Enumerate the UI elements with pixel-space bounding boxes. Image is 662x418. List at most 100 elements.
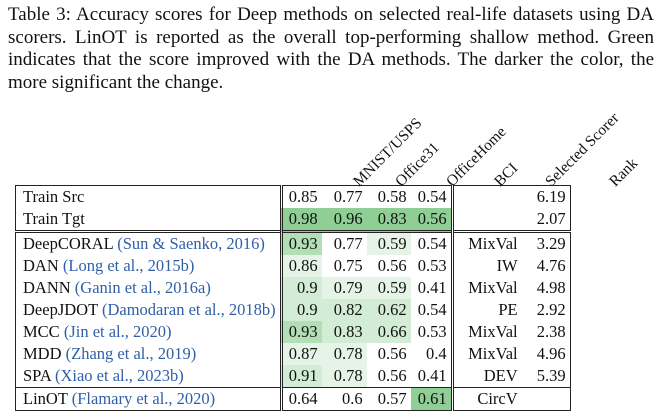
rank-cell: 2.92 bbox=[521, 299, 571, 321]
score-cell: 0.56 bbox=[377, 366, 407, 385]
method-cell: SPA (Xiao et al., 2023b) bbox=[15, 365, 283, 388]
score-cell: 0.59 bbox=[366, 277, 411, 299]
score-cell: 0.77 bbox=[321, 185, 367, 208]
score-cell: 0.41 bbox=[410, 277, 454, 299]
method-cell: DeepJDOT (Damodaran et al., 2018b) bbox=[15, 299, 283, 321]
score-cell: 0.56 bbox=[377, 344, 407, 363]
score-cell: 0.83 bbox=[366, 208, 411, 232]
score-cell: 0.59 bbox=[366, 230, 411, 255]
score-cell: 0.57 bbox=[366, 387, 411, 411]
score-cell: 0.77 bbox=[321, 230, 367, 255]
method-cell: DeepCORAL (Sun & Saenko, 2016) bbox=[15, 230, 283, 255]
scorer-cell: CircV bbox=[452, 387, 522, 411]
scorer-cell: MixVal bbox=[468, 322, 518, 341]
score-cell: 0.78 bbox=[321, 365, 367, 388]
score-cell: 0.4 bbox=[410, 343, 454, 365]
score-cell: 0.96 bbox=[321, 208, 367, 232]
method-cell: MCC (Jin et al., 2020) bbox=[15, 321, 283, 343]
method-citation: (Damodaran et al., 2018b) bbox=[101, 300, 276, 319]
method-citation: (Xiao et al., 2023b) bbox=[54, 366, 184, 385]
method-cell: LinOT (Flamary et al., 2020) bbox=[15, 387, 283, 411]
results-table-wrap: Train Src 0.85 0.77 0.58 0.54 6.19 Train Tgt 0.… bbox=[15, 185, 571, 411]
score-cell: 0.56 bbox=[410, 208, 454, 232]
method-citation: (Long et al., 2015b) bbox=[62, 256, 195, 275]
method-cell: Train Src bbox=[15, 185, 283, 208]
method-citation: (Jin et al., 2020) bbox=[63, 322, 172, 341]
table-row: Train Tgt 0.98 0.96 0.83 0.56 2.07 bbox=[15, 208, 571, 232]
method-name: Train Tgt bbox=[23, 209, 85, 228]
table-row: MDD (Zhang et al., 2019) 0.87 0.78 0.56 0.4 M… bbox=[15, 343, 571, 365]
method-citation: (Flamary et al., 2020) bbox=[71, 389, 216, 408]
score-cell: 0.54 bbox=[410, 230, 454, 255]
rank-cell: 3.29 bbox=[521, 230, 571, 255]
rank-cell: 4.76 bbox=[521, 255, 571, 277]
score-cell: 0.9 bbox=[281, 299, 322, 321]
score-cell: 0.56 bbox=[377, 256, 407, 275]
method-name: DANN bbox=[23, 278, 71, 297]
method-name: LinOT bbox=[23, 389, 68, 408]
score-cell: 0.79 bbox=[321, 277, 367, 299]
results-table: Train Src 0.85 0.77 0.58 0.54 6.19 Train Tgt 0.… bbox=[15, 185, 571, 411]
table-row: Train Src 0.85 0.77 0.58 0.54 6.19 bbox=[15, 185, 571, 208]
score-cell: 0.9 bbox=[281, 277, 322, 299]
table-row: DANN (Ganin et al., 2016a) 0.9 0.79 0.59 0.4… bbox=[15, 277, 571, 299]
score-cell: 0.58 bbox=[366, 185, 411, 208]
score-cell: 0.53 bbox=[410, 321, 454, 343]
score-cell: 0.78 bbox=[321, 343, 367, 365]
scorer-cell: MixVal bbox=[468, 278, 518, 297]
score-cell: 0.91 bbox=[281, 365, 322, 388]
method-name: SPA bbox=[23, 366, 51, 385]
method-cell: MDD (Zhang et al., 2019) bbox=[15, 343, 283, 365]
score-cell: 0.6 bbox=[321, 387, 367, 411]
score-cell: 0.82 bbox=[321, 299, 367, 321]
table-row: DeepCORAL (Sun & Saenko, 2016) 0.93 0.77 0.… bbox=[15, 230, 571, 255]
score-cell: 0.75 bbox=[333, 256, 363, 275]
method-cell: DANN (Ganin et al., 2016a) bbox=[15, 277, 283, 299]
rank-cell bbox=[521, 387, 571, 411]
score-cell: 0.98 bbox=[281, 208, 322, 232]
score-cell: 0.62 bbox=[366, 299, 411, 321]
scorer-cell: MixVal bbox=[468, 344, 518, 363]
score-cell: 0.61 bbox=[410, 387, 454, 411]
score-cell: 0.93 bbox=[281, 321, 322, 343]
score-cell: 0.87 bbox=[281, 343, 322, 365]
method-name: MDD bbox=[23, 344, 62, 363]
table-row: DAN (Long et al., 2015b) 0.86 0.75 0.56 0.53… bbox=[15, 255, 571, 277]
scorer-cell: PE bbox=[498, 300, 518, 319]
score-cell: 0.83 bbox=[321, 321, 367, 343]
method-citation: (Ganin et al., 2016a) bbox=[74, 278, 211, 297]
method-citation: (Sun & Saenko, 2016) bbox=[117, 234, 265, 253]
method-name: Train Src bbox=[23, 187, 85, 206]
method-citation: (Zhang et al., 2019) bbox=[65, 344, 197, 363]
scorer-cell bbox=[452, 208, 522, 232]
rank-cell: 4.98 bbox=[521, 277, 571, 299]
score-cell: 0.64 bbox=[281, 387, 322, 411]
score-cell: 0.41 bbox=[410, 365, 454, 388]
score-cell: 0.54 bbox=[410, 185, 454, 208]
rank-cell: 2.38 bbox=[521, 321, 571, 343]
rank-cell: 5.39 bbox=[521, 365, 571, 388]
scorer-cell: MixVal bbox=[452, 230, 522, 255]
table-row: MCC (Jin et al., 2020) 0.93 0.83 0.66 0.53 Mi… bbox=[15, 321, 571, 343]
table-row: LinOT (Flamary et al., 2020) 0.64 0.6 0.57 0… bbox=[15, 387, 571, 411]
score-cell: 0.53 bbox=[410, 255, 454, 277]
scorer-cell: DEV bbox=[483, 366, 518, 385]
table-row: DeepJDOT (Damodaran et al., 2018b) 0.9 0.8… bbox=[15, 299, 571, 321]
score-cell: 0.85 bbox=[281, 185, 322, 208]
method-cell: Train Tgt bbox=[15, 208, 283, 232]
scorer-cell: IW bbox=[496, 256, 518, 275]
rank-cell: 4.96 bbox=[521, 343, 571, 365]
score-cell: 0.66 bbox=[366, 321, 411, 343]
rank-cell: 6.19 bbox=[521, 185, 571, 208]
scorer-cell bbox=[452, 185, 522, 208]
method-cell: DAN (Long et al., 2015b) bbox=[15, 255, 283, 277]
score-cell: 0.54 bbox=[410, 299, 454, 321]
method-name: DAN bbox=[23, 256, 59, 275]
method-name: DeepCORAL bbox=[23, 234, 114, 253]
method-name: MCC bbox=[23, 322, 60, 341]
table-caption: Table 3: Accuracy scores for Deep method… bbox=[8, 4, 654, 93]
score-cell: 0.86 bbox=[281, 255, 322, 277]
rank-cell: 2.07 bbox=[521, 208, 571, 232]
table-row: SPA (Xiao et al., 2023b) 0.91 0.78 0.56 0.41… bbox=[15, 365, 571, 388]
score-cell: 0.93 bbox=[281, 230, 322, 255]
